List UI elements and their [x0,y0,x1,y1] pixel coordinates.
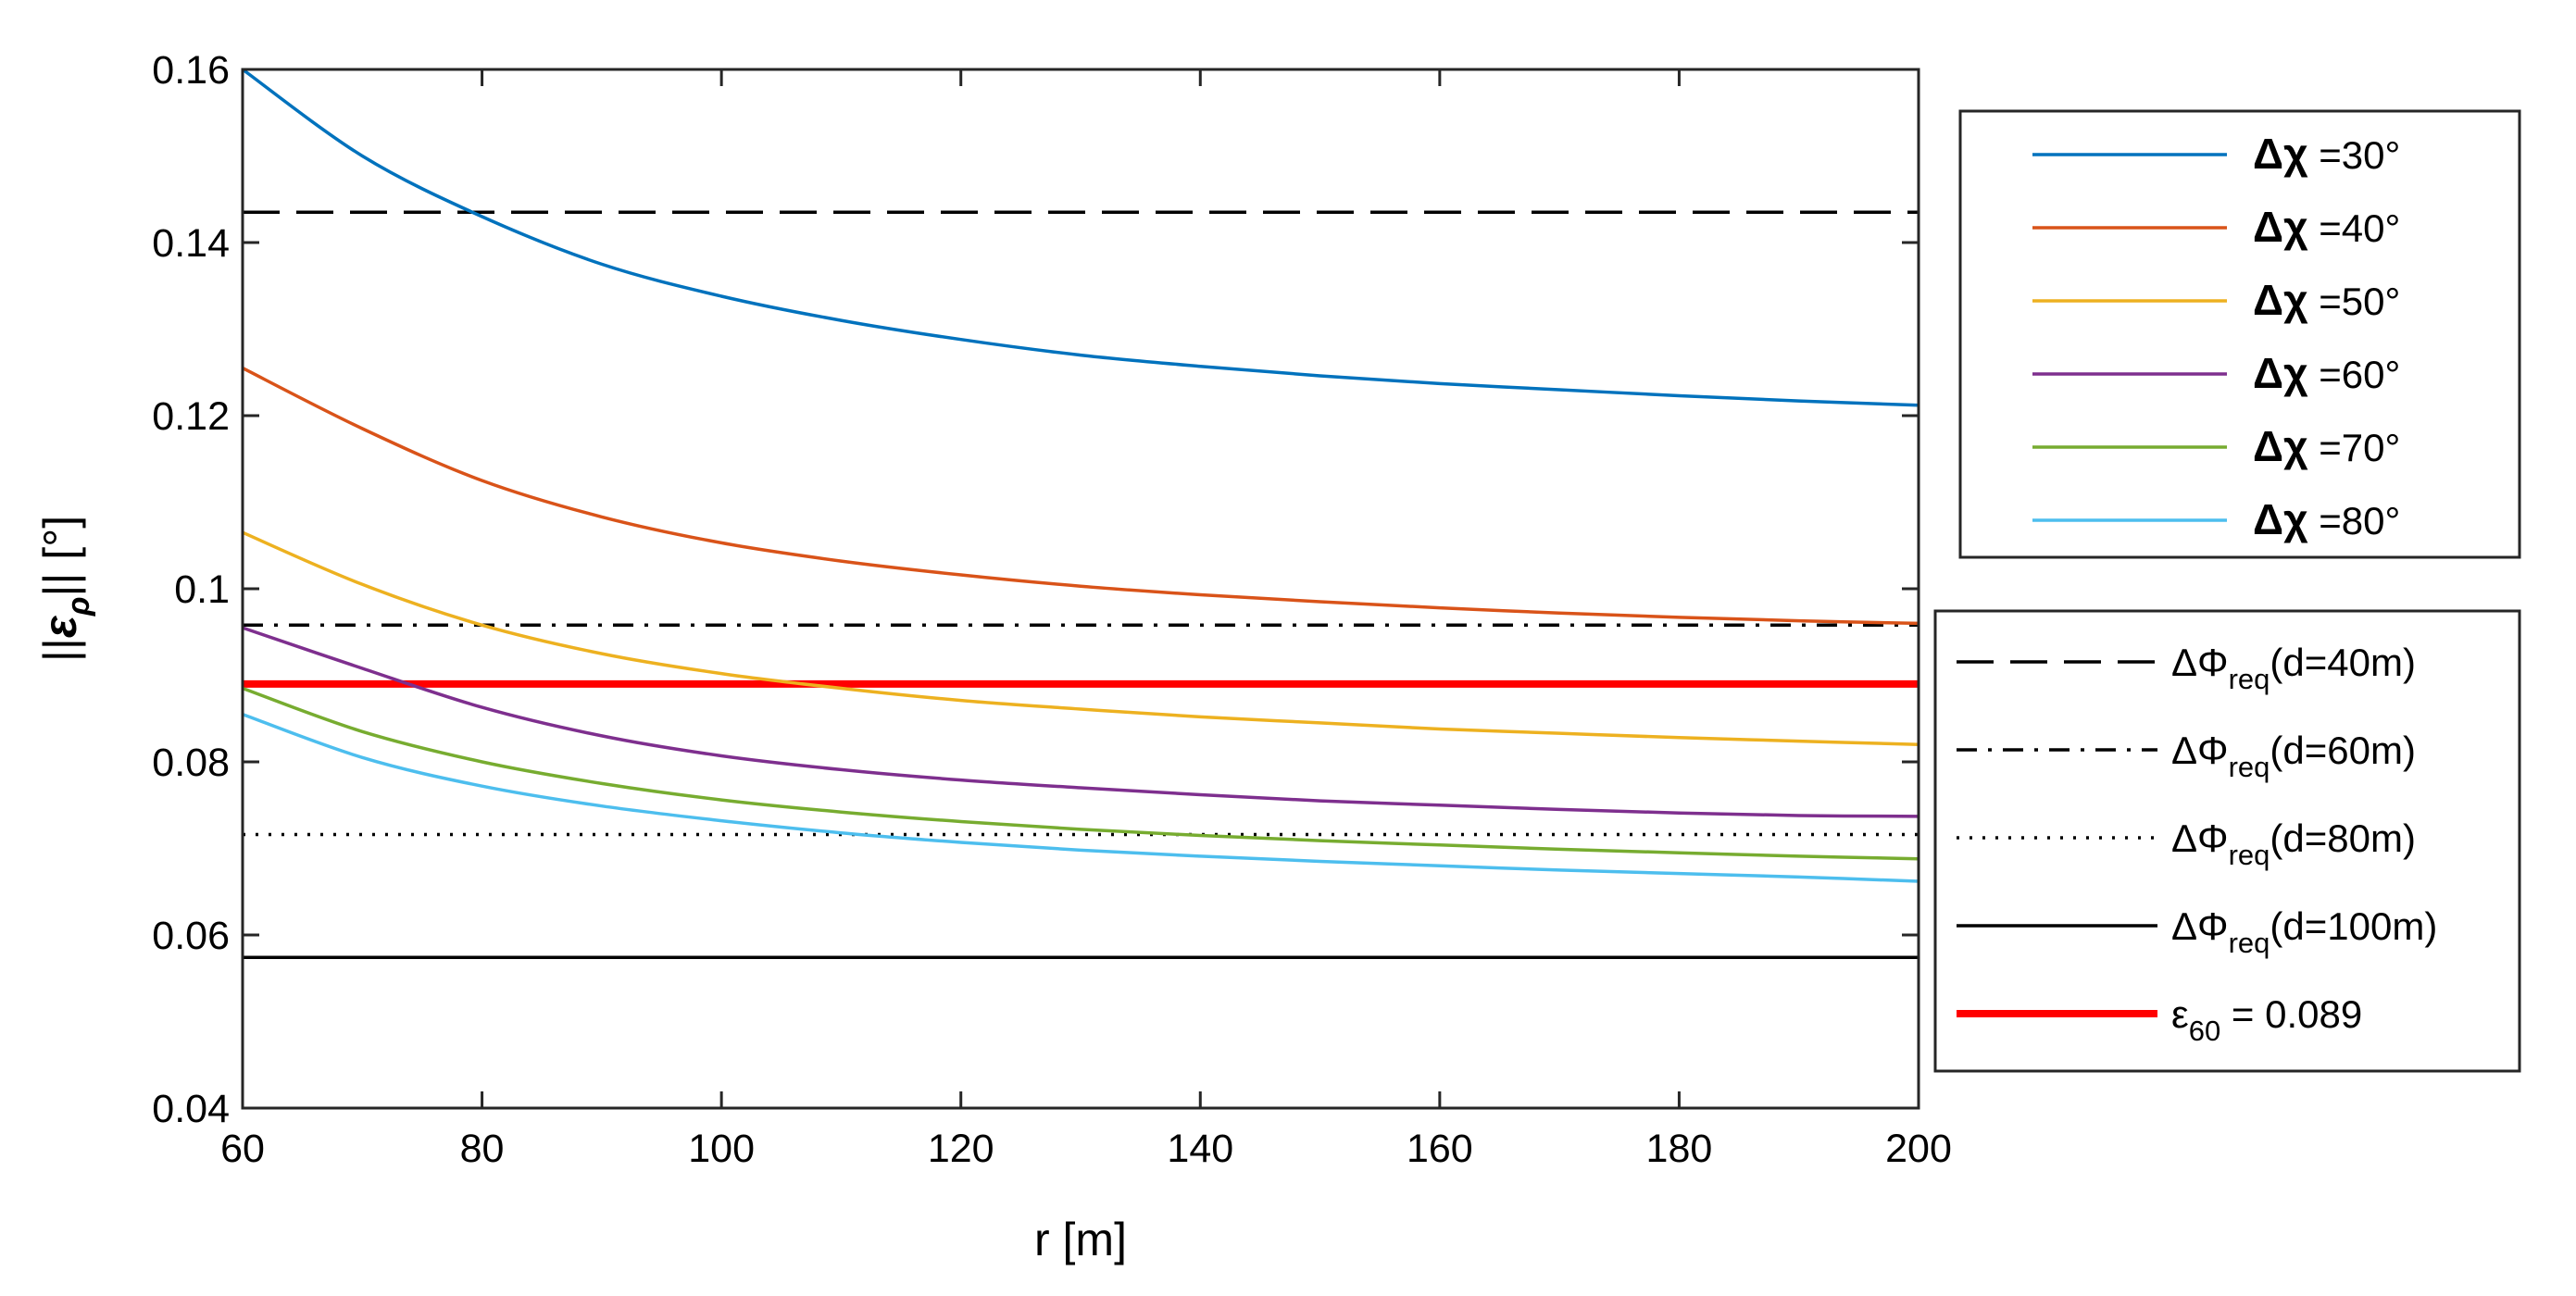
legend-ref-prefix: ΔΦ [2171,816,2229,860]
legend-ref-prefix: ΔΦ [2171,641,2229,684]
x-tick-label: 80 [460,1127,505,1171]
y-tick-label: 0.04 [152,1087,230,1131]
series-line-2 [242,367,1919,626]
y-axis-label: ||ερ|| [°] [34,516,96,662]
legend-label-4: Δχ =60° [2253,349,2400,397]
legend-ref-suffix: (d=40m) [2270,641,2416,684]
tick-layer: 60 80 100 120 140 160 180 200 0.04 0.06 0.08 0.1 0.1… [152,48,1952,1171]
legend-value: =30° [2308,133,2401,177]
legend-ref-prefix: ε [2171,992,2189,1036]
legend-ref-label-5: ε60 = 0.089 [2171,992,2362,1047]
legend-ref-subscript: req [2229,839,2270,871]
reference-lines-layer [243,210,1919,960]
legend-symbol: Δχ [2253,276,2308,324]
x-axis-label: r [m] [1034,1214,1127,1265]
y-axis-label-sub: ρ [61,597,96,617]
legend-ref-label-3: ΔΦreq(d=80m) [2171,816,2416,871]
legend-ref-suffix: (d=100m) [2270,904,2437,948]
legend-label-2: Δχ =40° [2253,203,2400,251]
legend-ref-prefix: ΔΦ [2171,904,2229,948]
x-tick-label: 100 [688,1127,755,1171]
legend-symbol: Δχ [2253,130,2308,178]
legend-ref-subscript: req [2229,927,2270,959]
legend-ref-suffix: (d=60m) [2270,729,2416,772]
legend-ref-label-2: ΔΦreq(d=60m) [2171,729,2416,783]
series-line-6 [242,712,1919,883]
plot-area [243,69,1919,1108]
legend-reference-box [1933,609,2521,1073]
legend-value: =40° [2308,206,2401,250]
legend-ref-suffix: = 0.089 [2220,992,2362,1036]
legend-ref-subscript: req [2229,751,2270,783]
svg-text:||ερ|| [°]: ||ερ|| [°] [34,516,96,662]
legend-symbol: Δχ [2253,203,2308,251]
legend-label-1: Δχ =30° [2253,130,2400,178]
y-axis-label-close: || [°] [34,516,86,597]
legend-curves: Δχ =30°Δχ =40°Δχ =50°Δχ =60°Δχ =70°Δχ =8… [2032,130,2400,543]
y-tick-label: 0.16 [152,48,230,93]
legend-ref-subscript: 60 [2189,1015,2220,1047]
x-tick-label: 160 [1407,1127,1473,1171]
legend-reference-lines: ΔΦreq(d=40m)ΔΦreq(d=60m)ΔΦreq(d=80m)ΔΦre… [1957,641,2437,1047]
legend-curves-box [1958,109,2521,559]
legend-value: =60° [2308,353,2401,396]
y-tick-label: 0.12 [152,394,230,439]
legend-ref-label-4: ΔΦreq(d=100m) [2171,904,2437,959]
legend-ref-suffix: (d=80m) [2270,816,2416,860]
x-tick-label: 60 [220,1127,265,1171]
series-line-4 [242,626,1919,818]
legend-ref-subscript: req [2229,663,2270,695]
x-tick-label: 180 [1646,1127,1713,1171]
legend-ref-prefix: ΔΦ [2171,729,2229,772]
legend-label-5: Δχ =70° [2253,422,2400,470]
y-axis-label-symbol: ε [34,615,86,638]
y-axis-label-open: || [34,638,86,662]
legend-label-3: Δχ =50° [2253,276,2400,324]
legend-symbol: Δχ [2253,422,2308,470]
legend-value: =80° [2308,499,2401,542]
y-tick-label: 0.08 [152,741,230,785]
x-tick-label: 140 [1167,1127,1233,1171]
series-line-1 [241,68,1919,407]
series-line-3 [242,530,1919,747]
y-tick-label: 0.14 [152,221,230,266]
legend-value: =70° [2308,426,2401,469]
y-tick-label: 0.1 [174,567,230,612]
legend-ref-label-1: ΔΦreq(d=40m) [2171,641,2416,695]
series-line-5 [242,686,1919,861]
series-layer [241,68,1919,883]
legend-label-6: Δχ =80° [2253,495,2400,543]
x-tick-label: 120 [928,1127,994,1171]
legend-value: =50° [2308,280,2401,323]
legend-symbol: Δχ [2253,495,2308,543]
legend-symbol: Δχ [2253,349,2308,397]
x-tick-label: 200 [1885,1127,1952,1171]
y-tick-label: 0.06 [152,914,230,958]
